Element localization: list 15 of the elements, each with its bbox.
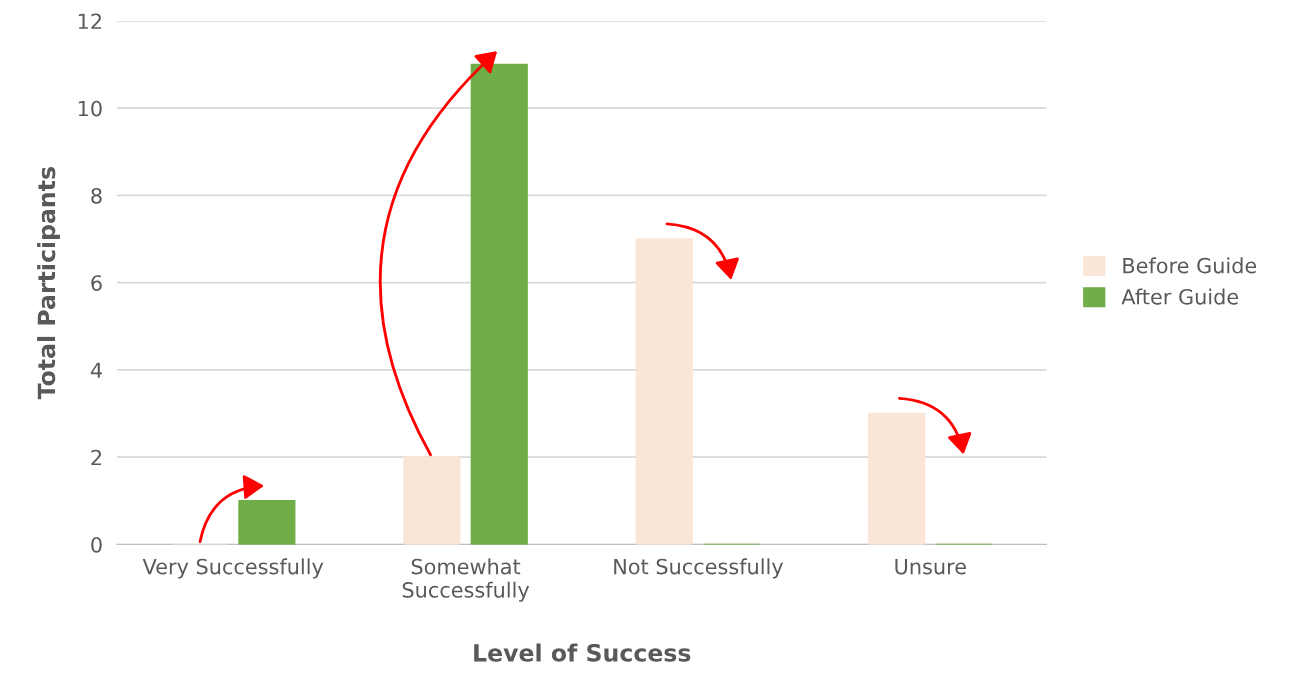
legend-label: After Guide (1121, 288, 1239, 305)
x-tick-label: Unsure (895, 558, 966, 575)
x-tick-label: Very Successfully (142, 558, 324, 579)
y-tick-label: 0 (91, 536, 102, 553)
y-tick-label: 8 (91, 187, 102, 204)
legend-label: Before Guide (1123, 257, 1257, 274)
y-tick-label: 4 (90, 362, 102, 378)
y-tick-label: 2 (91, 449, 102, 466)
x-tick-label: Somewhat Successfully (402, 558, 530, 602)
y-tick-label: 12 (78, 13, 102, 29)
y-tick-label: 10 (78, 100, 102, 117)
x-tick-label: Not Successfully (614, 558, 784, 579)
x-axis-title: Level of Success (474, 643, 691, 662)
y-tick-label: 6 (91, 275, 102, 291)
y-axis-title: Total Participants (37, 167, 60, 400)
